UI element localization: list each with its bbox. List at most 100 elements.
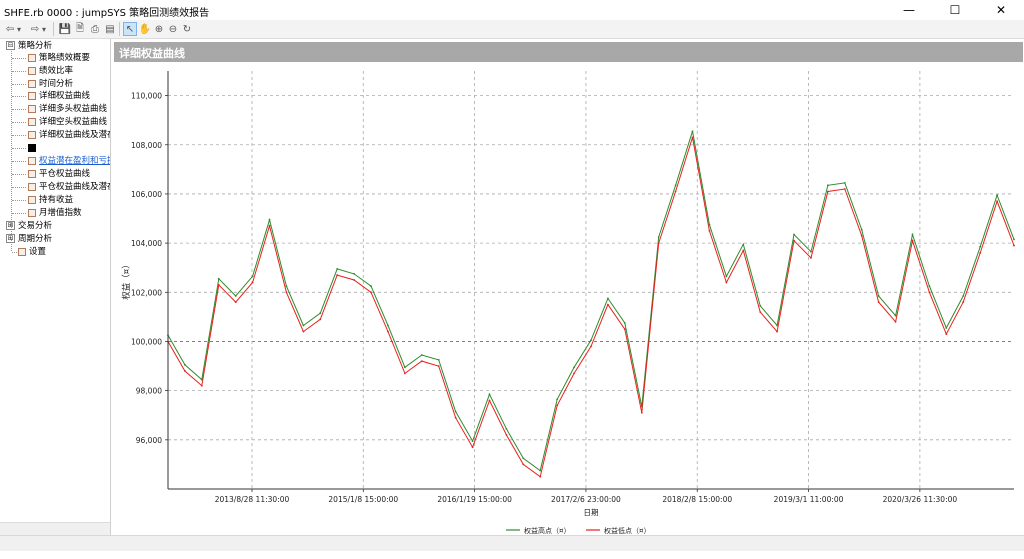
tree-guide-line	[11, 51, 12, 234]
equity-high-point	[302, 324, 305, 327]
equity-high-point	[623, 322, 626, 324]
minimize-button[interactable]: —	[903, 3, 915, 17]
equity-low-point	[556, 404, 559, 407]
equity-high-point	[1013, 238, 1015, 241]
collapse-icon[interactable]: ⊟	[6, 41, 15, 50]
back-dropdown-icon[interactable]: ▾	[16, 24, 21, 34]
zoom-in-icon[interactable]: ⊕	[154, 23, 164, 35]
equity-high-point	[573, 366, 575, 369]
tree-item-equity-curve[interactable]: 详细权益曲线	[28, 90, 90, 102]
equity-low-point	[370, 291, 372, 294]
tree-group-label: 周期分析	[18, 234, 53, 244]
equity-high-point	[979, 245, 982, 248]
tree-item-ratios[interactable]: 绩效比率	[28, 65, 73, 77]
y-axis-title: 权益（¤）	[121, 260, 132, 299]
equity-low-point	[759, 311, 762, 313]
tree-branch-line	[12, 96, 26, 97]
equity-high-point	[184, 363, 186, 366]
forward-dropdown-icon[interactable]: ▾	[41, 24, 46, 34]
equity-low-point	[387, 330, 389, 333]
refresh-icon[interactable]: ↻	[182, 23, 192, 35]
zoom-out-icon[interactable]: ⊖	[168, 23, 178, 35]
chart-series	[167, 130, 1015, 478]
equity-low-point	[403, 372, 406, 375]
equity-high-point	[285, 285, 288, 288]
equity-low-point	[319, 318, 322, 321]
window-title: SHFE.rb 0000 : jumpSYS 策略回测绩效报告	[4, 8, 210, 19]
equity-high-line	[167, 131, 1015, 472]
tree-item-long-equity[interactable]: 详细多头权益曲线	[28, 103, 107, 115]
tree-item-blank[interactable]	[28, 142, 39, 154]
tree-item-monthly-index[interactable]: 月增值指数	[28, 207, 82, 219]
equity-high-point	[268, 218, 271, 221]
close-button[interactable]: ✕	[995, 3, 1007, 17]
expand-icon[interactable]: ⊞	[6, 234, 15, 243]
equity-low-point	[471, 446, 474, 449]
tree-group-trades[interactable]: ⊞ 交易分析	[6, 220, 52, 232]
panel-title: 详细权益曲线	[119, 47, 185, 60]
equity-chart[interactable]: 96,000 98,000 100,000 102,000 104,000 106,000…	[111, 65, 1024, 559]
equity-low-point	[810, 256, 812, 259]
tree-horizontal-scrollbar[interactable]	[0, 522, 110, 535]
equity-high-point	[810, 250, 812, 253]
equity-high-point	[353, 272, 356, 275]
legend-label-low: 权益低点（¤）	[604, 526, 650, 535]
page-icon	[28, 91, 36, 100]
pointer-icon[interactable]: ↖	[123, 22, 137, 36]
equity-high-point	[251, 275, 254, 278]
print-icon[interactable]: ⎙	[91, 23, 99, 35]
equity-high-point	[826, 184, 829, 187]
equity-high-point	[860, 228, 863, 231]
tree-group-strategy[interactable]: ⊟ 策略分析	[6, 40, 52, 52]
toolbar-separator	[53, 22, 54, 36]
equity-low-point	[657, 242, 660, 245]
maximize-button[interactable]: ☐	[949, 3, 961, 17]
equity-high-point	[420, 354, 423, 356]
equity-high-point	[590, 339, 592, 342]
tree-item-closed-equity[interactable]: 平仓权益曲线	[28, 168, 90, 180]
tree-group-label: 策略分析	[18, 41, 53, 51]
forward-arrow-icon[interactable]: ⇨	[30, 23, 40, 35]
tree-item-time-analysis[interactable]: 时间分析	[28, 78, 73, 90]
tree-item-closed-equity-potential[interactable]: 平仓权益曲线及潜在	[28, 181, 110, 193]
equity-low-point	[505, 434, 508, 436]
tree-item-holding-return[interactable]: 持有收益	[28, 194, 73, 206]
tree-item-short-equity[interactable]: 详细空头权益曲线	[28, 116, 107, 128]
back-arrow-icon[interactable]: ⇦	[5, 23, 15, 35]
equity-high-point	[387, 324, 389, 327]
equity-low-point	[877, 301, 880, 304]
y-tick-label: 106,000	[131, 190, 162, 199]
tree-group-periods[interactable]: ⊞ 周期分析	[6, 233, 52, 245]
equity-low-point	[454, 416, 457, 419]
equity-high-point	[454, 410, 457, 413]
equity-high-point	[522, 457, 525, 460]
tree-item-potential-pnl[interactable]: 权益潜在盈利和亏损	[28, 155, 110, 167]
equity-high-point	[234, 295, 237, 297]
tree-item-equity-potential[interactable]: 详细权益曲线及潜在	[28, 129, 110, 141]
tree-branch-line	[12, 174, 26, 175]
expand-icon[interactable]: ⊞	[6, 221, 15, 230]
tree-guide-line	[11, 239, 12, 251]
equity-low-point	[708, 229, 711, 232]
tree-item-label: 绩效比率	[39, 66, 74, 76]
title-bar: SHFE.rb 0000 : jumpSYS 策略回测绩效报告 — ☐ ✕	[0, 0, 1024, 20]
equity-high-point	[640, 405, 643, 408]
equity-low-point	[268, 225, 271, 227]
equity-low-point	[302, 330, 305, 333]
tree-item-settings[interactable]: 设置	[18, 246, 46, 258]
equity-low-point	[353, 279, 356, 281]
x-tick-label: 2015/1/8 15:00:00	[328, 495, 398, 504]
pan-hand-icon[interactable]: ✋	[138, 23, 152, 35]
x-tick-label: 2017/2/6 23:00:00	[551, 495, 621, 504]
equity-high-point	[843, 181, 846, 184]
tree-item-summary[interactable]: 策略绩效概要	[28, 52, 90, 64]
print-preview-icon[interactable]: 🗎	[75, 22, 85, 34]
page-icon	[28, 182, 36, 191]
chart-axes: 96,000 98,000 100,000 102,000 104,000 106,000…	[121, 71, 1014, 517]
export-icon[interactable]: ▤	[105, 23, 115, 35]
equity-high-point	[708, 223, 711, 226]
save-icon[interactable]: 💾	[58, 23, 72, 35]
tree-branch-line	[12, 122, 26, 123]
equity-low-point	[742, 249, 745, 252]
page-icon	[28, 104, 36, 113]
